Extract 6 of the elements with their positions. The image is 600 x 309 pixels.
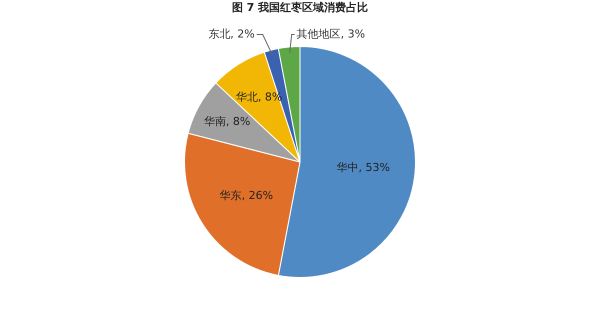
chart-title: 图 7 我国红枣区域消费占比 bbox=[230, 0, 370, 16]
slice-label: 华东, 26% bbox=[220, 188, 274, 202]
slice-label: 其他地区, 3% bbox=[296, 27, 366, 40]
slice-label: 华南, 8% bbox=[204, 114, 250, 128]
slice-label: 东北, 2% bbox=[208, 27, 255, 40]
slice-label: 华中, 53% bbox=[336, 160, 390, 174]
